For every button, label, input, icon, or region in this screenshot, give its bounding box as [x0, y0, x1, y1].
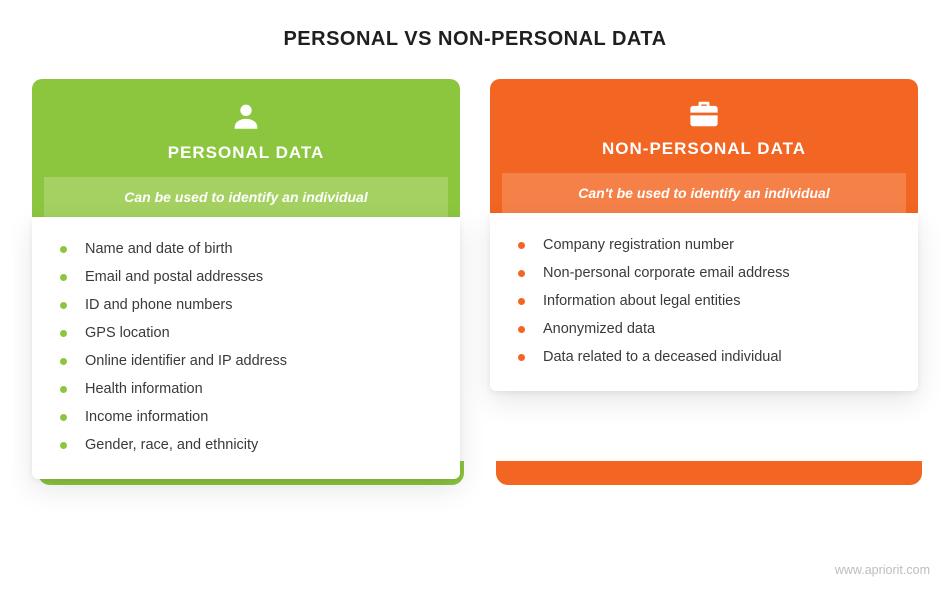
item-text: Data related to a deceased individual: [543, 349, 782, 365]
bullet-icon: [60, 358, 67, 365]
item-text: Income information: [85, 409, 208, 425]
card-subheading-nonpersonal: Can't be used to identify an individual: [502, 173, 906, 213]
cards-row: PERSONAL DATA Can be used to identify an…: [0, 79, 950, 479]
personal-list: Name and date of birth Email and postal …: [60, 241, 432, 453]
card-personal: PERSONAL DATA Can be used to identify an…: [32, 79, 460, 479]
bullet-icon: [60, 246, 67, 253]
bullet-icon: [60, 442, 67, 449]
bullet-icon: [518, 270, 525, 277]
bullet-icon: [518, 298, 525, 305]
list-item: Name and date of birth: [60, 241, 432, 257]
list-item: Information about legal entities: [518, 293, 890, 309]
bullet-icon: [60, 414, 67, 421]
bullet-icon: [60, 386, 67, 393]
card-heading-personal: PERSONAL DATA: [44, 143, 448, 163]
list-item: Non-personal corporate email address: [518, 265, 890, 281]
item-text: Company registration number: [543, 237, 734, 253]
item-text: Health information: [85, 381, 203, 397]
nonpersonal-list: Company registration number Non-personal…: [518, 237, 890, 365]
briefcase-icon: [502, 99, 906, 129]
item-text: Gender, race, and ethnicity: [85, 437, 258, 453]
bullet-icon: [518, 326, 525, 333]
item-text: Name and date of birth: [85, 241, 233, 257]
card-body-personal: Name and date of birth Email and postal …: [32, 217, 460, 479]
card-header-personal: PERSONAL DATA Can be used to identify an…: [32, 79, 460, 217]
list-item: Income information: [60, 409, 432, 425]
item-text: Information about legal entities: [543, 293, 741, 309]
list-item: Gender, race, and ethnicity: [60, 437, 432, 453]
card-shadow-nonpersonal: [496, 461, 922, 485]
list-item: Health information: [60, 381, 432, 397]
list-item: Anonymized data: [518, 321, 890, 337]
item-text: ID and phone numbers: [85, 297, 233, 313]
bullet-icon: [60, 330, 67, 337]
card-body-nonpersonal: Company registration number Non-personal…: [490, 213, 918, 391]
card-heading-nonpersonal: NON-PERSONAL DATA: [502, 139, 906, 159]
list-item: Email and postal addresses: [60, 269, 432, 285]
person-icon: [44, 99, 448, 133]
bullet-icon: [518, 354, 525, 361]
infographic-page: PERSONAL VS NON-PERSONAL DATA PERSONAL D…: [0, 0, 950, 591]
page-title: PERSONAL VS NON-PERSONAL DATA: [0, 28, 950, 51]
list-item: GPS location: [60, 325, 432, 341]
item-text: Online identifier and IP address: [85, 353, 287, 369]
list-item: Online identifier and IP address: [60, 353, 432, 369]
card-header-nonpersonal: NON-PERSONAL DATA Can't be used to ident…: [490, 79, 918, 213]
list-item: Company registration number: [518, 237, 890, 253]
list-item: Data related to a deceased individual: [518, 349, 890, 365]
list-item: ID and phone numbers: [60, 297, 432, 313]
bullet-icon: [60, 302, 67, 309]
item-text: Email and postal addresses: [85, 269, 263, 285]
attribution-text: www.apriorit.com: [835, 563, 930, 577]
bullet-icon: [518, 242, 525, 249]
card-subheading-personal: Can be used to identify an individual: [44, 177, 448, 217]
card-nonpersonal: NON-PERSONAL DATA Can't be used to ident…: [490, 79, 918, 479]
bullet-icon: [60, 274, 67, 281]
item-text: Non-personal corporate email address: [543, 265, 790, 281]
item-text: GPS location: [85, 325, 170, 341]
item-text: Anonymized data: [543, 321, 655, 337]
